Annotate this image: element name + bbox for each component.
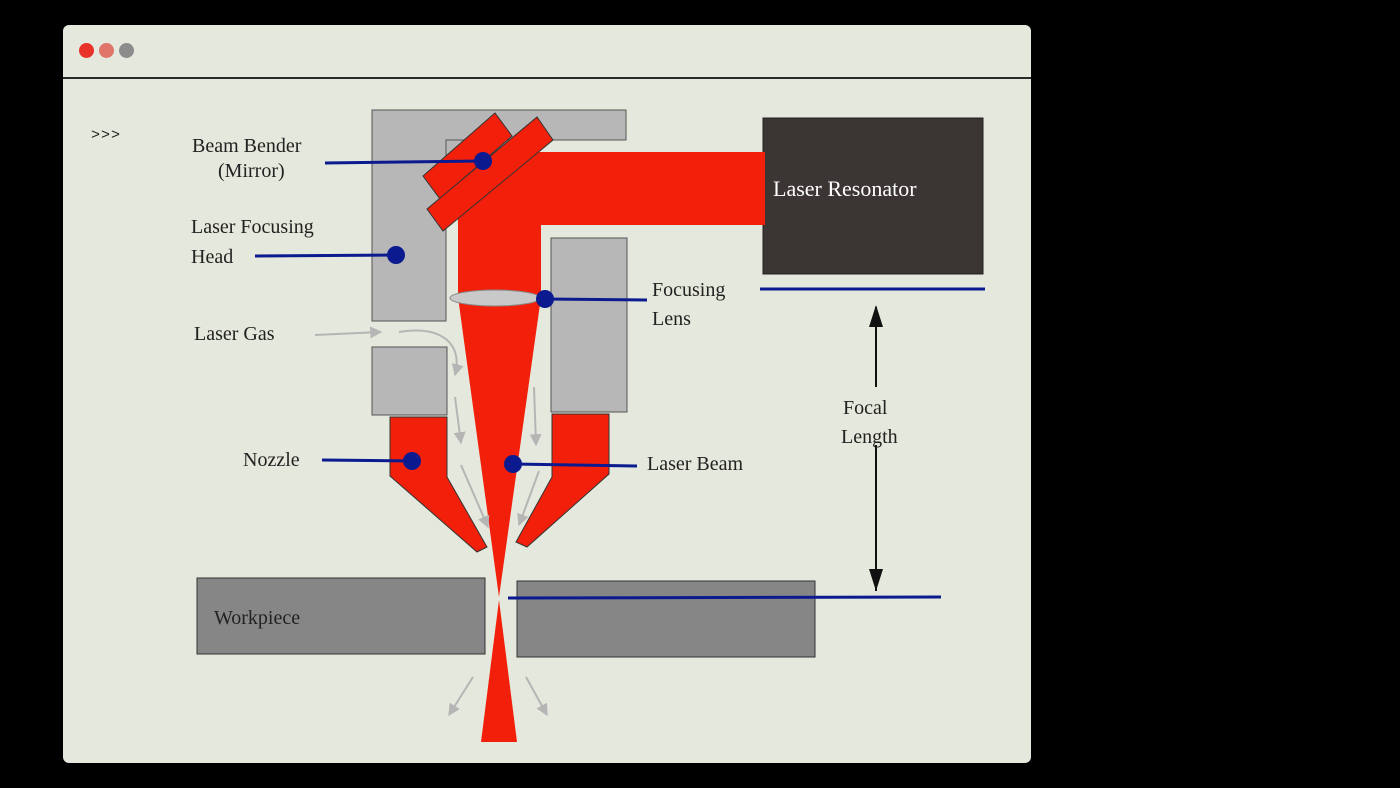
- gas-arrow-right-2: [517, 470, 540, 527]
- nozzle-right: [515, 413, 610, 548]
- pointer-focusing-lens: [544, 297, 648, 302]
- gas-arrow-in: [314, 326, 383, 339]
- gas-arrow-exit-right: [525, 676, 548, 717]
- label-nozzle: Nozzle: [243, 449, 300, 471]
- minimize-icon[interactable]: [99, 43, 114, 58]
- mirror-back: [426, 116, 554, 232]
- label-workpiece: Workpiece: [214, 607, 300, 629]
- pointer-laser-beam: [512, 462, 638, 468]
- label-focusing-lens-line2: Lens: [652, 308, 691, 330]
- label-focusing-head-line2: Head: [191, 246, 233, 268]
- label-laser-resonator: Laser Resonator: [773, 176, 917, 201]
- focal-arrowhead-up: [869, 305, 883, 327]
- laser-cutting-diagram: Beam Bender (Mirror) Laser Focusing Head…: [191, 109, 985, 742]
- title-bar: [63, 25, 1031, 79]
- focal-reference-bottom: [507, 595, 942, 600]
- label-beam-bender-line1: Beam Bender: [192, 135, 302, 157]
- label-laser-beam: Laser Beam: [647, 453, 744, 475]
- label-focal-length-line1: Focal: [843, 397, 888, 419]
- gas-arrow-left-1: [453, 396, 466, 445]
- right-housing-block: [550, 237, 628, 413]
- gas-arrow-curve: [398, 329, 464, 377]
- pointer-dot-beam-bender: [474, 152, 492, 170]
- pointer-focusing-head: [254, 253, 397, 258]
- gas-arrow-right-1: [529, 386, 542, 447]
- prompt-text: >>>: [91, 127, 122, 144]
- mirror-front: [422, 112, 513, 200]
- focal-arrowhead-down: [869, 569, 883, 591]
- gas-arrow-left-2: [460, 464, 490, 529]
- pointer-dot-focusing-lens: [536, 290, 554, 308]
- close-icon[interactable]: [79, 43, 94, 58]
- horizontal-beam: [533, 152, 765, 225]
- label-focusing-head-line1: Laser Focusing: [191, 216, 314, 238]
- pointer-nozzle: [321, 458, 413, 463]
- pointer-dot-laser-beam: [504, 455, 522, 473]
- diverging-beam: [481, 600, 517, 742]
- label-focusing-lens-line1: Focusing: [652, 279, 725, 301]
- workpiece-left: [196, 577, 486, 655]
- laser-resonator-box: [762, 117, 984, 275]
- converging-beam: [458, 297, 541, 597]
- focusing-lens: [449, 289, 541, 307]
- workpiece-right: [516, 580, 816, 658]
- label-laser-gas: Laser Gas: [194, 323, 275, 345]
- nozzle-left: [389, 416, 488, 553]
- gas-arrow-exit-left: [448, 676, 474, 717]
- pointer-beam-bender: [324, 159, 484, 165]
- maximize-icon[interactable]: [119, 43, 134, 58]
- label-beam-bender-line2: (Mirror): [218, 160, 285, 182]
- diagram-window: >>>: [63, 25, 1031, 763]
- left-housing-block: [371, 346, 448, 416]
- pointer-dot-focusing-head: [387, 246, 405, 264]
- pointer-dot-nozzle: [403, 452, 421, 470]
- label-focal-length-line2: Length: [841, 426, 898, 448]
